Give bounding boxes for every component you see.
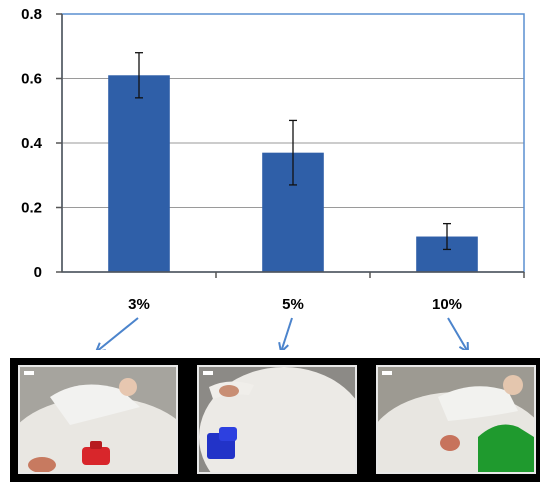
x-tick-label: 3% (128, 296, 150, 313)
photo-panel-10pct (376, 365, 536, 474)
y-tick-label: 0 (34, 264, 42, 281)
arrow-head (95, 342, 106, 350)
x-axis-ticks: 3% 5% 10% (128, 272, 525, 313)
green-block-photo (378, 367, 534, 472)
bar-chart: 0 0.2 0.4 0.6 0.8 3% 5% 10% (21, 6, 525, 350)
photo-panel-3pct (18, 365, 178, 474)
arrow-shaft (447, 317, 468, 350)
x-tick-label: 10% (432, 296, 462, 313)
arrow-head (458, 341, 469, 350)
red-block-photo (20, 367, 176, 472)
arrow-shaft (280, 317, 293, 350)
y-tick-label: 0.4 (21, 135, 43, 152)
x-tick-label: 5% (282, 296, 304, 313)
photo-panel-5pct (197, 365, 357, 474)
y-tick-label: 0.2 (21, 200, 42, 217)
error-bars (135, 52, 451, 251)
y-tick-label: 0.8 (21, 6, 42, 23)
photo-strip (10, 358, 540, 482)
y-tick-label: 0.6 (21, 71, 42, 88)
y-axis-ticks: 0 0.2 0.4 0.6 0.8 (21, 6, 524, 281)
arrow-shaft (96, 317, 139, 350)
arrow-head (278, 341, 289, 350)
bar-1 (108, 75, 170, 273)
arrows (95, 317, 469, 350)
blue-block-photo (199, 367, 355, 472)
